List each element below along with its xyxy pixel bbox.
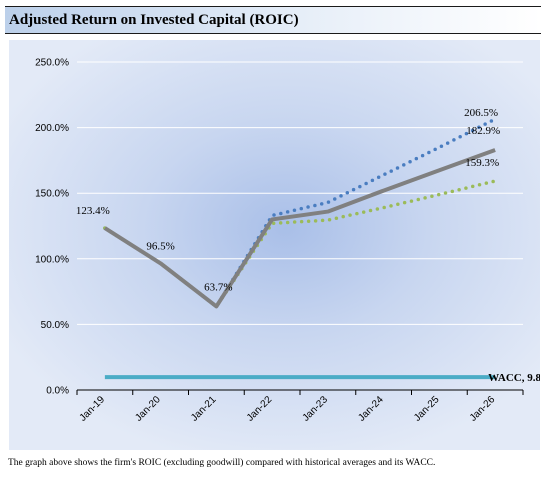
x-tick-label: Jan-24 (356, 394, 386, 424)
y-tick-label: 0.0% (46, 386, 69, 397)
data-label: 123.4% (76, 205, 110, 217)
data-label: 63.7% (204, 281, 232, 293)
chart-title: Adjusted Return on Invested Capital (ROI… (9, 12, 299, 28)
x-tick-label: Jan-21 (189, 394, 219, 424)
x-tick-label: Jan-26 (468, 394, 498, 424)
series-line-projection-high (103, 117, 497, 309)
chart-panel: 0.0% 50.0% 100.0% 150.0% 200.0% 250.0% Jan-19 J… (9, 40, 540, 450)
data-label: 96.5% (146, 240, 174, 252)
y-tick-label: 50.0% (41, 320, 69, 331)
x-tick-label: Jan-19 (78, 394, 108, 424)
y-tick-label: 200.0% (35, 123, 69, 134)
wacc-data-label: WACC, 9.8% (488, 372, 540, 384)
y-tick-label: 250.0% (35, 58, 69, 69)
data-label: 159.3% (465, 157, 499, 169)
x-tick-label: Jan-20 (133, 394, 163, 424)
data-label: 182.9% (466, 125, 500, 137)
x-tick-label: Jan-23 (301, 394, 331, 424)
chart-header-bar: Adjusted Return on Invested Capital (ROI… (5, 6, 541, 34)
series-line-roic (103, 148, 496, 309)
roic-line-chart: 0.0% 50.0% 100.0% 150.0% 200.0% 250.0% Jan-19 J… (35, 58, 540, 424)
x-tick-label: Jan-25 (412, 394, 442, 424)
chart-footnote: The graph above shows the firm's ROIC (e… (8, 458, 436, 468)
data-label: 206.5% (464, 107, 498, 119)
x-tick-label: Jan-22 (245, 394, 275, 424)
y-tick-label: 100.0% (35, 254, 69, 265)
y-tick-label: 150.0% (35, 189, 69, 200)
